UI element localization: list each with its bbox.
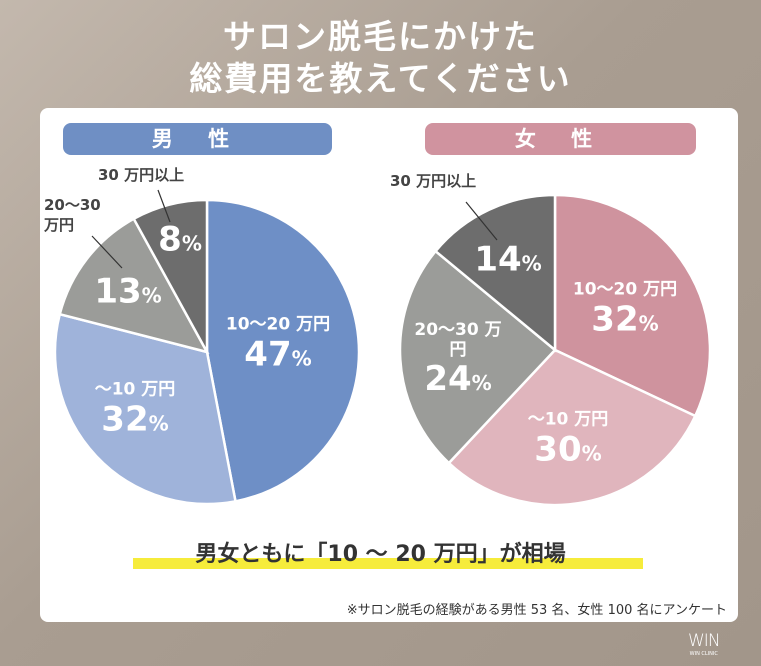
female-ext-30plus: 30 万円以上 [390, 172, 477, 190]
male-slice-3 [132, 198, 209, 353]
win-clinic-logo: WIN WIN CLINIC [688, 631, 721, 657]
headline-highlight [133, 558, 643, 569]
male-label-under-10: 〜10 万円 32% [94, 379, 176, 440]
female-label-10-20: 10〜20 万円 32% [572, 279, 678, 340]
female-label-under-10: 〜10 万円 30% [527, 409, 609, 470]
female-slice-0 [553, 193, 712, 418]
female-slice-3 [433, 193, 557, 353]
female-label-20-30: 20〜30 万円 24% [414, 319, 502, 399]
male-ext-30plus: 30 万円以上 [98, 166, 185, 184]
male-slice-0 [205, 198, 361, 503]
title-line-1: サロン脱毛にかけた [223, 17, 538, 56]
title-line-2: 総費用を教えてください [189, 59, 572, 98]
leader-line-0 [91, 235, 123, 269]
female-slice-2 [398, 249, 557, 465]
female-header: 女 性 [425, 123, 696, 155]
leader-line-1 [157, 189, 171, 223]
female-slice-1 [447, 348, 697, 507]
male-label-20-30: 13% [94, 271, 162, 312]
male-header: 男 性 [63, 123, 332, 155]
leader-line-2 [465, 201, 498, 241]
male-slice-2 [58, 217, 210, 354]
male-label-30plus: 8% [158, 219, 202, 260]
male-slice-1 [53, 312, 237, 506]
female-label-30plus: 14% [474, 239, 542, 280]
male-ext-20-30: 20〜30 万円 [44, 196, 101, 234]
footnote: ※サロン脱毛の経験がある男性 53 名、女性 100 名にアンケート [346, 603, 727, 618]
male-label-10-20: 10〜20 万円 47% [225, 314, 331, 375]
headline: 男女ともに「10 〜 20 万円」が相場 [195, 542, 566, 567]
